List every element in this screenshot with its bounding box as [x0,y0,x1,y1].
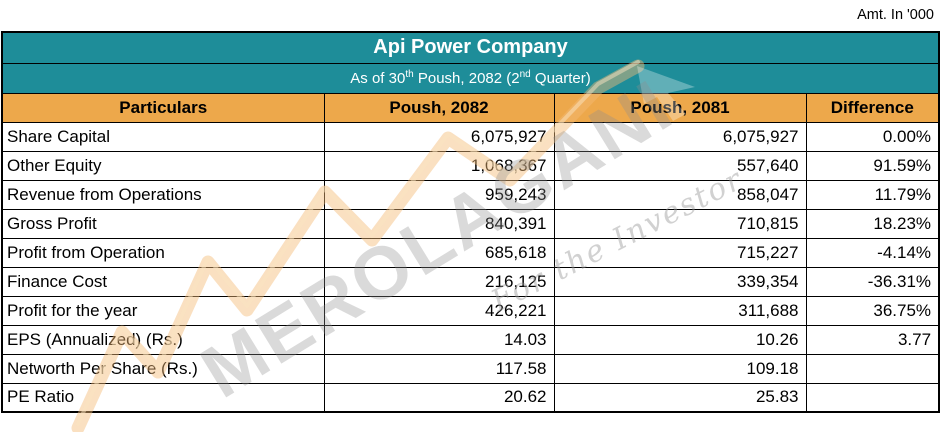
cell-poush-2082: 117.58 [323,353,555,384]
cell-particulars: Other Equity [1,150,325,181]
cell-particulars: Finance Cost [1,266,325,297]
amount-unit-note: Amt. In '000 [857,7,934,23]
table-row: Profit from Operation 685,618 715,227 -4.14… [1,237,940,268]
table-row: Gross Profit 840,391 710,815 18.23% [1,208,940,239]
cell-poush-2082: 426,221 [323,295,555,326]
column-header-particulars: Particulars [1,92,325,123]
table-row: PE Ratio 20.62 25.83 [1,382,940,413]
cell-poush-2082: 20.62 [323,382,555,413]
subtitle-superscript: nd [519,68,531,80]
subtitle-superscript: th [405,68,414,80]
cell-particulars: Networth Per Share (Rs.) [1,353,325,384]
report-period-subtitle: As of 30th Poush, 2082 (2nd Quarter) [1,62,940,94]
financials-table: Api Power Company As of 30th Poush, 2082… [1,31,941,413]
cell-particulars: PE Ratio [1,382,325,413]
cell-poush-2082: 840,391 [323,208,555,239]
cell-difference: 91.59% [805,150,940,181]
table-row: Networth Per Share (Rs.) 117.58 109.18 [1,353,940,384]
table-header-row: Particulars Poush, 2082 Poush, 2081 Diff… [1,92,940,123]
table-row: Profit for the year 426,221 311,688 36.75% [1,295,940,326]
cell-poush-2082: 14.03 [323,324,555,355]
cell-poush-2081: 557,640 [553,150,807,181]
subtitle-text: As of 30 [350,69,406,87]
cell-difference: 0.00% [805,121,940,152]
cell-difference: 36.75% [805,295,940,326]
cell-particulars: Profit from Operation [1,237,325,268]
table-title-row: Api Power Company [1,31,940,64]
cell-difference: 18.23% [805,208,940,239]
cell-particulars: Profit for the year [1,295,325,326]
cell-poush-2081: 25.83 [553,382,807,413]
cell-poush-2081: 715,227 [553,237,807,268]
cell-poush-2081: 6,075,927 [553,121,807,152]
cell-difference [805,382,940,413]
table-row: Revenue from Operations 959,243 858,047 11.… [1,179,940,210]
table-row: Other Equity 1,068,367 557,640 91.59% [1,150,940,181]
cell-poush-2081: 710,815 [553,208,807,239]
cell-poush-2081: 311,688 [553,295,807,326]
cell-particulars: Revenue from Operations [1,179,325,210]
cell-poush-2082: 959,243 [323,179,555,210]
cell-poush-2081: 109.18 [553,353,807,384]
cell-difference: 3.77 [805,324,940,355]
table-row: Finance Cost 216,125 339,354 -36.31% [1,266,940,297]
subtitle-text: Quarter) [530,69,591,87]
cell-difference: 11.79% [805,179,940,210]
cell-particulars: EPS (Annualized) (Rs.) [1,324,325,355]
cell-particulars: Gross Profit [1,208,325,239]
cell-poush-2082: 6,075,927 [323,121,555,152]
cell-difference: -4.14% [805,237,940,268]
table-body: Share Capital 6,075,927 6,075,927 0.00% Othe… [1,121,940,413]
cell-poush-2081: 858,047 [553,179,807,210]
cell-poush-2082: 685,618 [323,237,555,268]
table-row: EPS (Annualized) (Rs.) 14.03 10.26 3.77 [1,324,940,355]
cell-difference [805,353,940,384]
table-subtitle-row: As of 30th Poush, 2082 (2nd Quarter) [1,62,940,94]
subtitle-text: Poush, 2082 (2 [413,69,520,87]
column-header-poush-2082: Poush, 2082 [323,92,555,123]
cell-poush-2082: 1,068,367 [323,150,555,181]
company-title: Api Power Company [1,31,940,64]
cell-difference: -36.31% [805,266,940,297]
cell-poush-2081: 10.26 [553,324,807,355]
column-header-poush-2081: Poush, 2081 [553,92,807,123]
cell-particulars: Share Capital [1,121,325,152]
cell-poush-2081: 339,354 [553,266,807,297]
table-row: Share Capital 6,075,927 6,075,927 0.00% [1,121,940,152]
column-header-difference: Difference [805,92,940,123]
cell-poush-2082: 216,125 [323,266,555,297]
